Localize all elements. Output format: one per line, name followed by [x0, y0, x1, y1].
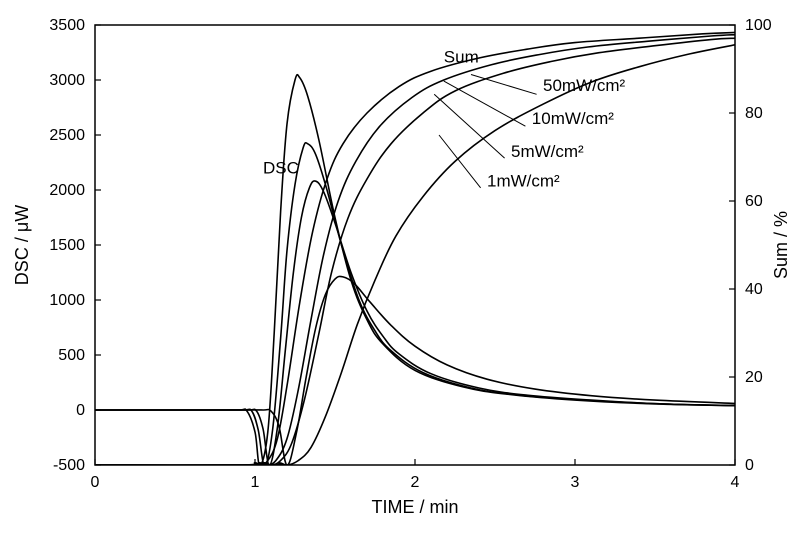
label-10: 10mW/cm²	[532, 109, 615, 128]
yright-tick-label: 0	[745, 457, 754, 474]
yleft-axis-title: DSC / μW	[12, 205, 32, 285]
series-dsc-5	[95, 181, 735, 465]
label-1: 1mW/cm²	[487, 172, 560, 191]
yright-axis-title: Sum / %	[771, 211, 791, 279]
series-dsc-10	[95, 143, 735, 465]
x-axis-title: TIME / min	[371, 497, 458, 517]
label-5: 5mW/cm²	[511, 142, 584, 161]
yright-tick-label: 20	[745, 369, 763, 386]
yleft-tick-label: 500	[58, 347, 85, 364]
label-sum: Sum	[444, 47, 479, 66]
label-50-leader	[471, 75, 537, 95]
label-50: 50mW/cm²	[543, 76, 626, 95]
yright-tick-label: 100	[745, 17, 772, 34]
yleft-tick-label: 2500	[49, 127, 85, 144]
yright-tick-label: 80	[745, 105, 763, 122]
series-sum-50	[95, 32, 735, 465]
yleft-tick-label: 0	[76, 402, 85, 419]
dsc-sum-chart: 01234TIME / min-500050010001500200025003…	[0, 0, 805, 547]
label-10-leader	[444, 81, 526, 126]
x-tick-label: 3	[571, 474, 580, 491]
yleft-tick-label: 1500	[49, 237, 85, 254]
x-tick-label: 0	[91, 474, 100, 491]
yright-tick-label: 40	[745, 281, 763, 298]
yleft-tick-label: 3000	[49, 72, 85, 89]
x-tick-label: 4	[731, 474, 740, 491]
label-dsc: DSC	[263, 159, 299, 178]
x-tick-label: 2	[411, 474, 420, 491]
yright-tick-label: 60	[745, 193, 763, 210]
label-1-leader	[439, 135, 481, 188]
yleft-tick-label: -500	[53, 457, 85, 474]
series-sum-5	[95, 38, 735, 465]
series-dsc-50	[95, 75, 735, 465]
yleft-tick-label: 2000	[49, 182, 85, 199]
yleft-tick-label: 3500	[49, 17, 85, 34]
x-tick-label: 1	[251, 474, 260, 491]
yleft-tick-label: 1000	[49, 292, 85, 309]
series-sum-10	[95, 35, 735, 465]
